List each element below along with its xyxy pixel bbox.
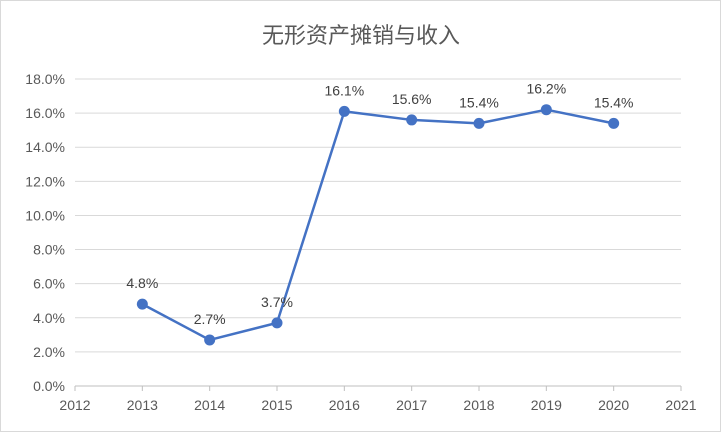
x-tick-label: 2012 bbox=[59, 397, 90, 413]
data-point bbox=[608, 117, 620, 129]
x-tick-label: 2013 bbox=[127, 397, 158, 413]
data-label: 4.8% bbox=[126, 275, 158, 291]
data-label: 2.7% bbox=[194, 311, 226, 327]
data-point bbox=[204, 334, 216, 346]
data-point bbox=[540, 104, 552, 116]
x-tick-label: 2016 bbox=[329, 397, 360, 413]
axes bbox=[74, 385, 682, 391]
x-tick-label: 2019 bbox=[531, 397, 562, 413]
data-point bbox=[473, 117, 485, 129]
data-label: 3.7% bbox=[261, 294, 293, 310]
data-points bbox=[136, 104, 620, 346]
x-tick-label: 2015 bbox=[261, 397, 292, 413]
x-tick-label: 2020 bbox=[598, 397, 629, 413]
data-label: 15.4% bbox=[594, 94, 634, 110]
y-tick-label: 16.0% bbox=[25, 105, 65, 121]
data-label: 15.6% bbox=[392, 91, 432, 107]
data-label: 16.2% bbox=[526, 81, 566, 97]
y-tick-label: 6.0% bbox=[33, 276, 65, 292]
y-tick-label: 0.0% bbox=[33, 378, 65, 394]
x-tick-labels: 2012 2013 2014 2015 2016 2017 2018 2019 2020 2021 bbox=[59, 397, 696, 413]
gridlines bbox=[75, 78, 681, 353]
data-point bbox=[136, 298, 148, 310]
data-label: 15.4% bbox=[459, 94, 499, 110]
y-tick-label: 10.0% bbox=[25, 207, 65, 223]
chart-title: 无形资产摊销与收入 bbox=[262, 24, 460, 49]
data-point bbox=[271, 317, 283, 329]
series-lines bbox=[141, 108, 614, 342]
data-point bbox=[406, 114, 418, 126]
y-tick-label: 18.0% bbox=[25, 71, 65, 87]
x-tick-label: 2014 bbox=[194, 397, 225, 413]
y-tick-label: 2.0% bbox=[33, 344, 65, 360]
x-tick-label: 2017 bbox=[396, 397, 427, 413]
y-tick-label: 8.0% bbox=[33, 242, 65, 258]
x-tick-label: 2018 bbox=[463, 397, 494, 413]
series-line bbox=[141, 108, 614, 342]
y-tick-label: 14.0% bbox=[25, 139, 65, 155]
data-point bbox=[338, 105, 350, 117]
y-tick-labels: 0.0% 2.0% 4.0% 6.0% 8.0% 10.0% 12.0% 14.0% 16.0%… bbox=[25, 71, 65, 394]
x-tick-label: 2021 bbox=[665, 397, 696, 413]
data-label: 16.1% bbox=[324, 82, 364, 98]
data-labels: 4.8% 2.7% 3.7% 16.1% 15.6% 15.4% 16.2% 15.4% bbox=[126, 81, 633, 327]
y-tick-label: 12.0% bbox=[25, 173, 65, 189]
y-tick-label: 4.0% bbox=[33, 310, 65, 326]
